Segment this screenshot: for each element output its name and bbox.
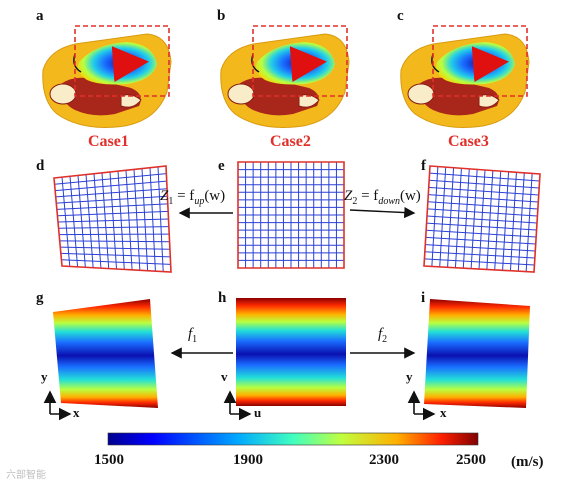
ear-region <box>120 94 142 108</box>
axis-label-y-i: y <box>406 369 413 384</box>
direction-arrow <box>289 46 327 83</box>
grid-line <box>58 226 169 229</box>
panel-label-b: b <box>217 8 226 24</box>
case-label-2: Case2 <box>270 133 311 150</box>
grid-line <box>425 244 536 252</box>
axis-indicator-h <box>223 390 252 421</box>
grid-line <box>426 222 537 231</box>
grid-line <box>509 172 517 271</box>
velocity-field-h <box>236 298 346 406</box>
axis-label-y-g: y <box>41 369 48 384</box>
panel-label-g: g <box>36 290 44 306</box>
grid-line <box>60 246 170 250</box>
grid-line <box>141 168 149 271</box>
transform-down-label: Z2 = fdown(w) <box>344 188 421 207</box>
region-box <box>432 25 528 97</box>
colorbar <box>107 432 479 446</box>
map-f1-label: f1 <box>188 326 198 345</box>
map-f2-label: f2 <box>378 326 388 345</box>
grid-line <box>60 252 171 258</box>
grid-line <box>133 169 141 271</box>
colorbar-tick-1500: 1500 <box>94 452 124 468</box>
grid-line <box>425 236 536 245</box>
axis-label-x-i: x <box>440 405 447 420</box>
panel-label-d: d <box>36 158 45 174</box>
grid-reference <box>237 161 345 269</box>
axis-indicator-g <box>43 390 72 421</box>
axis-label-x-g: x <box>73 405 80 420</box>
grid-line <box>125 170 133 270</box>
case-label-1: Case1 <box>88 133 129 150</box>
grid-line <box>157 166 164 272</box>
ear-region <box>478 94 500 108</box>
direction-arrow <box>471 46 509 83</box>
axis-label-v: v <box>221 369 228 384</box>
panel-label-h: h <box>218 290 227 306</box>
colorbar-tick-2300: 2300 <box>369 452 399 468</box>
grid-line <box>149 167 156 272</box>
grid-line <box>502 171 510 271</box>
axis-label-u: u <box>254 405 262 420</box>
panel-label-a: a <box>36 8 44 24</box>
orbit-region <box>49 83 77 105</box>
grid-down-border <box>423 165 541 273</box>
grid-line <box>494 171 502 270</box>
panel-label-c: c <box>397 8 404 24</box>
grid-up-border <box>53 165 172 273</box>
grid-up <box>53 165 172 273</box>
grid-line <box>426 229 537 238</box>
direction-arrow <box>111 46 149 83</box>
grid-line <box>424 258 535 266</box>
region-box <box>74 25 170 97</box>
grid-line <box>117 171 125 270</box>
ear-region <box>298 94 320 108</box>
grid-line <box>517 172 525 272</box>
velocity-field-g <box>53 299 158 408</box>
orbit-region <box>407 83 435 105</box>
axis-indicator-i <box>407 390 436 421</box>
grid-line <box>426 215 538 224</box>
velocity-field-i <box>424 299 530 408</box>
colorbar-tick-1900: 1900 <box>233 452 263 468</box>
panel-label-f: f <box>421 158 426 174</box>
grid-reference-border <box>237 161 345 269</box>
head-model-case3 <box>400 25 530 128</box>
grid-line <box>57 218 169 223</box>
grid-line <box>525 173 533 272</box>
region-box <box>252 25 348 97</box>
colorbar-tick-2500: 2500 <box>456 452 486 468</box>
grid-line <box>61 259 171 265</box>
panel-label-e: e <box>218 158 225 174</box>
grid-down <box>423 165 541 273</box>
case-label-3: Case3 <box>448 133 489 150</box>
grid-line <box>59 240 170 243</box>
orbit-region <box>227 83 255 105</box>
head-model-case1 <box>42 25 172 128</box>
head-model-case2 <box>220 25 350 128</box>
colorbar-unit: (m/s) <box>511 454 544 470</box>
transform-up-label: Z1 = fup(w) <box>160 188 226 207</box>
watermark-logo: 六部智能 <box>6 470 46 481</box>
grid-line <box>486 170 494 270</box>
grid-line <box>424 251 535 259</box>
panel-label-i: i <box>421 290 426 306</box>
